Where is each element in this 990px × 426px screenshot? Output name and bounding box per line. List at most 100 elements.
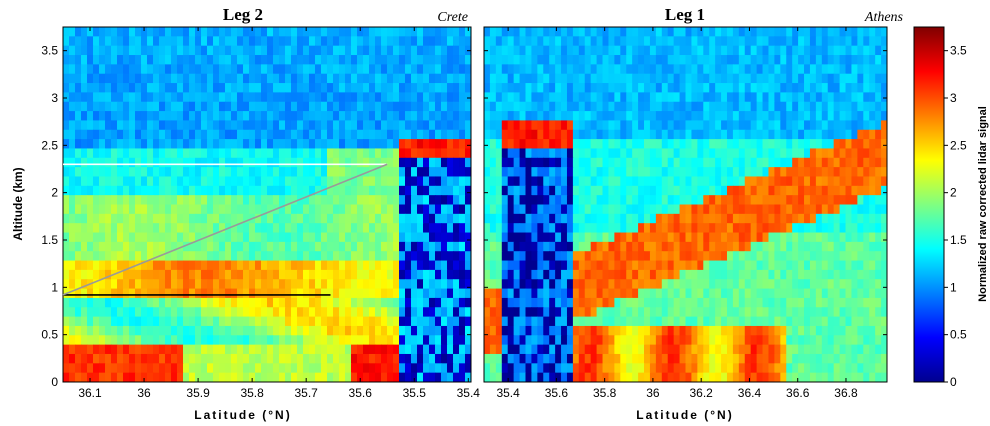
heatmap-cell bbox=[147, 101, 154, 112]
heatmap-cell bbox=[525, 64, 533, 75]
heatmap-cell bbox=[411, 55, 418, 65]
heatmap-cell bbox=[201, 185, 208, 196]
heatmap-cell bbox=[815, 120, 823, 131]
heatmap-cell bbox=[219, 148, 226, 159]
heatmap-cell bbox=[679, 325, 687, 336]
heatmap-cell bbox=[632, 288, 639, 299]
heatmap-cell bbox=[393, 325, 400, 336]
heatmap-cell bbox=[543, 111, 550, 122]
heatmap-cell bbox=[513, 195, 521, 206]
heatmap-cell bbox=[815, 92, 823, 103]
heatmap-cell bbox=[279, 55, 286, 65]
heatmap-cell bbox=[738, 64, 746, 75]
heatmap-cell bbox=[423, 45, 430, 56]
heatmap-cell bbox=[255, 307, 262, 318]
heatmap-cell bbox=[261, 344, 268, 355]
heatmap-cell bbox=[798, 139, 805, 150]
heatmap-cell bbox=[381, 167, 388, 178]
heatmap-cell bbox=[177, 297, 184, 308]
heatmap-cell bbox=[207, 335, 214, 346]
heatmap-cell bbox=[501, 129, 509, 140]
heatmap-cell bbox=[638, 297, 645, 308]
heatmap-cell bbox=[99, 307, 106, 318]
heatmap-cell bbox=[285, 279, 292, 290]
heatmap-cell bbox=[261, 157, 268, 168]
heatmap-cell bbox=[333, 353, 340, 364]
heatmap-cell bbox=[881, 167, 887, 178]
heatmap-cell bbox=[165, 120, 172, 131]
heatmap-cell bbox=[638, 260, 645, 271]
heatmap-cell bbox=[159, 157, 166, 168]
heatmap-cell bbox=[537, 195, 544, 206]
heatmap-cell bbox=[63, 232, 70, 243]
heatmap-cell bbox=[81, 195, 88, 206]
heatmap-cell bbox=[626, 129, 633, 140]
heatmap-cell bbox=[243, 316, 250, 327]
heatmap-cell bbox=[357, 167, 364, 178]
heatmap-cell bbox=[183, 167, 190, 178]
heatmap-cell bbox=[405, 372, 412, 382]
heatmap-cell bbox=[709, 148, 716, 159]
heatmap-cell bbox=[207, 307, 214, 318]
heatmap-cell bbox=[572, 45, 580, 56]
heatmap-cell bbox=[381, 241, 388, 252]
heatmap-cell bbox=[578, 232, 586, 243]
heatmap-cell bbox=[279, 288, 286, 299]
heatmap-cell bbox=[489, 241, 497, 252]
heatmap-cell bbox=[81, 148, 88, 159]
heatmap-cell bbox=[249, 307, 256, 318]
heatmap-cell bbox=[732, 241, 740, 252]
heatmap-cell bbox=[661, 279, 669, 290]
heatmap-cell bbox=[375, 83, 382, 93]
heatmap-cell bbox=[153, 64, 160, 75]
heatmap-cell bbox=[351, 27, 358, 37]
heatmap-cell bbox=[357, 64, 364, 75]
heatmap-cell bbox=[315, 36, 322, 47]
heatmap-cell bbox=[465, 260, 471, 271]
heatmap-cell bbox=[869, 279, 876, 290]
heatmap-cell bbox=[620, 45, 627, 56]
heatmap-cell bbox=[177, 64, 184, 75]
heatmap-cell bbox=[667, 157, 675, 168]
heatmap-cell bbox=[171, 316, 178, 327]
heatmap-cell bbox=[177, 148, 184, 159]
heatmap-cell bbox=[81, 204, 88, 215]
heatmap-cell bbox=[780, 204, 787, 215]
heatmap-cell bbox=[303, 204, 310, 215]
heatmap-cell bbox=[774, 139, 781, 150]
heatmap-cell bbox=[87, 363, 94, 374]
heatmap-cell bbox=[207, 344, 214, 355]
heatmap-cell bbox=[447, 92, 454, 103]
heatmap-cell bbox=[321, 316, 328, 327]
heatmap-cell bbox=[821, 111, 829, 122]
heatmap-cell bbox=[369, 372, 376, 382]
heatmap-cell bbox=[738, 307, 746, 318]
heatmap-cell bbox=[327, 204, 334, 215]
heatmap-cell bbox=[679, 55, 687, 65]
heatmap-cell bbox=[815, 83, 823, 93]
heatmap-cell bbox=[738, 120, 746, 131]
heatmap-cell bbox=[786, 148, 793, 159]
heatmap-cell bbox=[333, 241, 340, 252]
heatmap-cell bbox=[231, 251, 238, 262]
heatmap-cell bbox=[213, 92, 220, 103]
heatmap-cell bbox=[638, 325, 645, 336]
heatmap-cell bbox=[786, 241, 793, 252]
heatmap-cell bbox=[833, 335, 841, 346]
heatmap-cell bbox=[869, 316, 876, 327]
heatmap-cell bbox=[465, 223, 471, 234]
heatmap-cell bbox=[123, 269, 130, 280]
heatmap-cell bbox=[691, 36, 698, 47]
heatmap-cell bbox=[649, 36, 657, 47]
heatmap-cell bbox=[225, 251, 232, 262]
heatmap-cell bbox=[602, 111, 610, 122]
heatmap-cell bbox=[756, 213, 764, 224]
heatmap-cell bbox=[447, 73, 454, 84]
heatmap-cell bbox=[685, 344, 693, 355]
heatmap-cell bbox=[321, 269, 328, 280]
heatmap-cell bbox=[195, 232, 202, 243]
heatmap-cell bbox=[519, 92, 527, 103]
heatmap-cell bbox=[584, 45, 592, 56]
heatmap-cell bbox=[267, 325, 274, 336]
heatmap-cell bbox=[117, 335, 124, 346]
